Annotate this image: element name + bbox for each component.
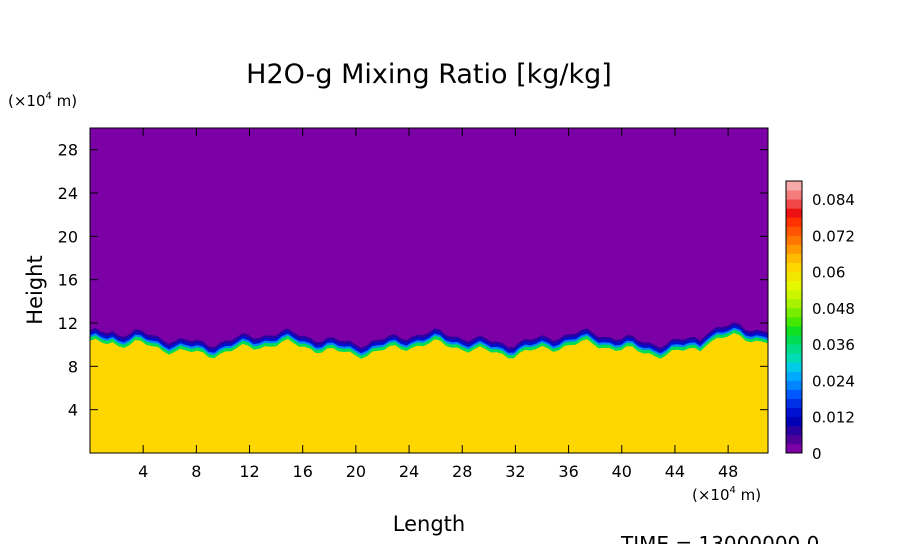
- y-tick-label: 4: [68, 401, 78, 420]
- colorbar-segment: [786, 190, 802, 200]
- time-label: TIME = 13000000.0: [620, 532, 819, 544]
- colorbar-tick-label: 0.036: [812, 336, 855, 354]
- colorbar-segment: [786, 289, 802, 300]
- colorbar-segment: [786, 443, 802, 454]
- x-tick-label: 24: [399, 462, 419, 481]
- colorbar-tick-label: 0: [812, 445, 822, 463]
- x-tick-label: 28: [452, 462, 472, 481]
- colorbar-segment: [786, 271, 802, 282]
- colorbar-segment: [786, 199, 802, 209]
- y-tick-label: 8: [68, 357, 78, 376]
- x-tick-label: 44: [665, 462, 685, 481]
- x-axis-ticks: 4 8 12 16 20 24 28 32 36 40 44 48: [138, 128, 738, 481]
- colorbar-ticks: 0 0.012 0.024 0.036 0.048 0.06 0.072 0.084: [812, 191, 855, 463]
- colorbar-segment: [786, 335, 802, 345]
- colorbar-segment: [786, 317, 802, 327]
- y-axis-unit-exponent: 4: [46, 91, 52, 102]
- y-tick-label: 28: [58, 141, 78, 160]
- mixing-ratio-field: [90, 128, 768, 453]
- colorbar-segment: [786, 244, 802, 254]
- colorbar-segment: [786, 389, 802, 399]
- field-lower-region: [90, 333, 768, 453]
- x-tick-label: 8: [191, 462, 201, 481]
- x-tick-label: 16: [293, 462, 313, 481]
- y-tick-label: 24: [58, 184, 78, 203]
- colorbar-segment: [786, 326, 802, 336]
- chart-title: H2O-g Mixing Ratio [kg/kg]: [246, 59, 612, 90]
- colorbar-tick-label: 0.012: [812, 409, 855, 427]
- colorbar-segment: [786, 262, 802, 273]
- colorbar-segment: [786, 425, 802, 436]
- colorbar-tick-label: 0.072: [812, 227, 855, 245]
- colorbar-segment: [786, 434, 802, 445]
- colorbar-segment: [786, 307, 802, 318]
- colorbar-tick-label: 0.06: [812, 264, 845, 282]
- y-axis-unit: (×104 m): [8, 91, 77, 110]
- colorbar-segment: [786, 380, 802, 390]
- y-tick-label: 12: [58, 314, 78, 333]
- colorbar-segment: [786, 407, 802, 418]
- colorbar-segment: [786, 280, 802, 291]
- colorbar: [785, 180, 803, 454]
- colorbar-segment: [786, 181, 802, 191]
- y-tick-label: 20: [58, 227, 78, 246]
- x-tick-label: 20: [346, 462, 366, 481]
- colorbar-frame: [785, 180, 803, 454]
- colorbar-segment: [786, 217, 802, 227]
- colorbar-segment: [786, 371, 802, 381]
- colorbar-segment: [786, 298, 802, 309]
- colorbar-segment: [786, 208, 802, 218]
- colorbar-segment: [786, 416, 802, 427]
- colorbar-tick-label: 0.024: [812, 372, 855, 390]
- y-tick-label: 16: [58, 271, 78, 290]
- x-tick-label: 40: [612, 462, 632, 481]
- colorbar-segment: [786, 235, 802, 245]
- colorbar-tick-label: 0.084: [812, 191, 855, 209]
- x-tick-label: 36: [558, 462, 578, 481]
- y-axis-label: Height: [23, 255, 47, 324]
- plot-frame: [89, 127, 769, 454]
- x-tick-label: 32: [505, 462, 525, 481]
- colorbar-segment: [786, 353, 802, 363]
- colorbar-segment: [786, 362, 802, 372]
- x-axis-label: Length: [393, 512, 465, 536]
- x-tick-label: 12: [239, 462, 259, 481]
- colorbar-segment: [786, 344, 802, 354]
- x-tick-label: 4: [138, 462, 148, 481]
- colorbar-tick-label: 0.048: [812, 300, 855, 318]
- x-axis-unit-exponent: 4: [730, 485, 736, 496]
- x-tick-label: 48: [718, 462, 738, 481]
- colorbar-segment: [786, 253, 802, 263]
- y-axis-ticks: 4 8 12 16 20 24 28: [58, 141, 768, 420]
- colorbar-segment: [786, 398, 802, 409]
- colorbar-segment: [786, 226, 802, 236]
- x-axis-unit: (×104 m): [692, 485, 761, 504]
